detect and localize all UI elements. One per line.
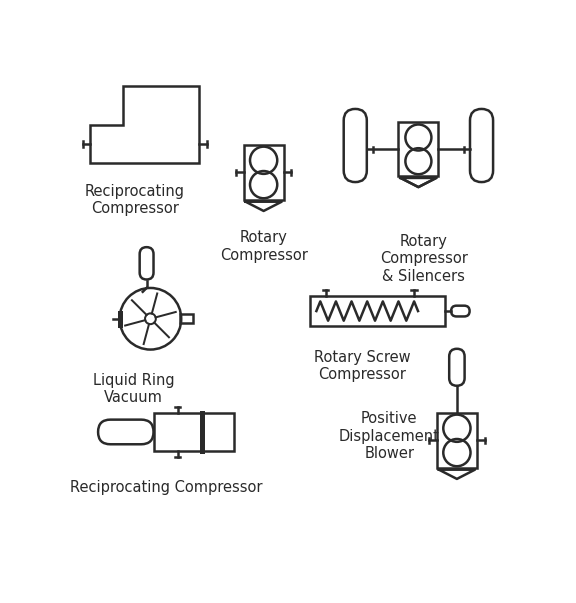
Bar — [310, 297, 445, 326]
Text: Rotary
Compressor
& Silencers: Rotary Compressor & Silencers — [380, 234, 468, 284]
Text: Liquid Ring
Vacuum: Liquid Ring Vacuum — [93, 373, 175, 405]
Text: Reciprocating Compressor: Reciprocating Compressor — [70, 481, 262, 496]
Text: Positive
Displacement
Blower: Positive Displacement Blower — [339, 411, 439, 461]
Bar — [180, 314, 193, 323]
Text: Rotary Screw
Compressor: Rotary Screw Compressor — [314, 350, 411, 382]
Text: Reciprocating
Compressor: Reciprocating Compressor — [85, 184, 185, 216]
Bar — [154, 412, 234, 451]
Text: Rotary
Compressor: Rotary Compressor — [219, 230, 308, 263]
